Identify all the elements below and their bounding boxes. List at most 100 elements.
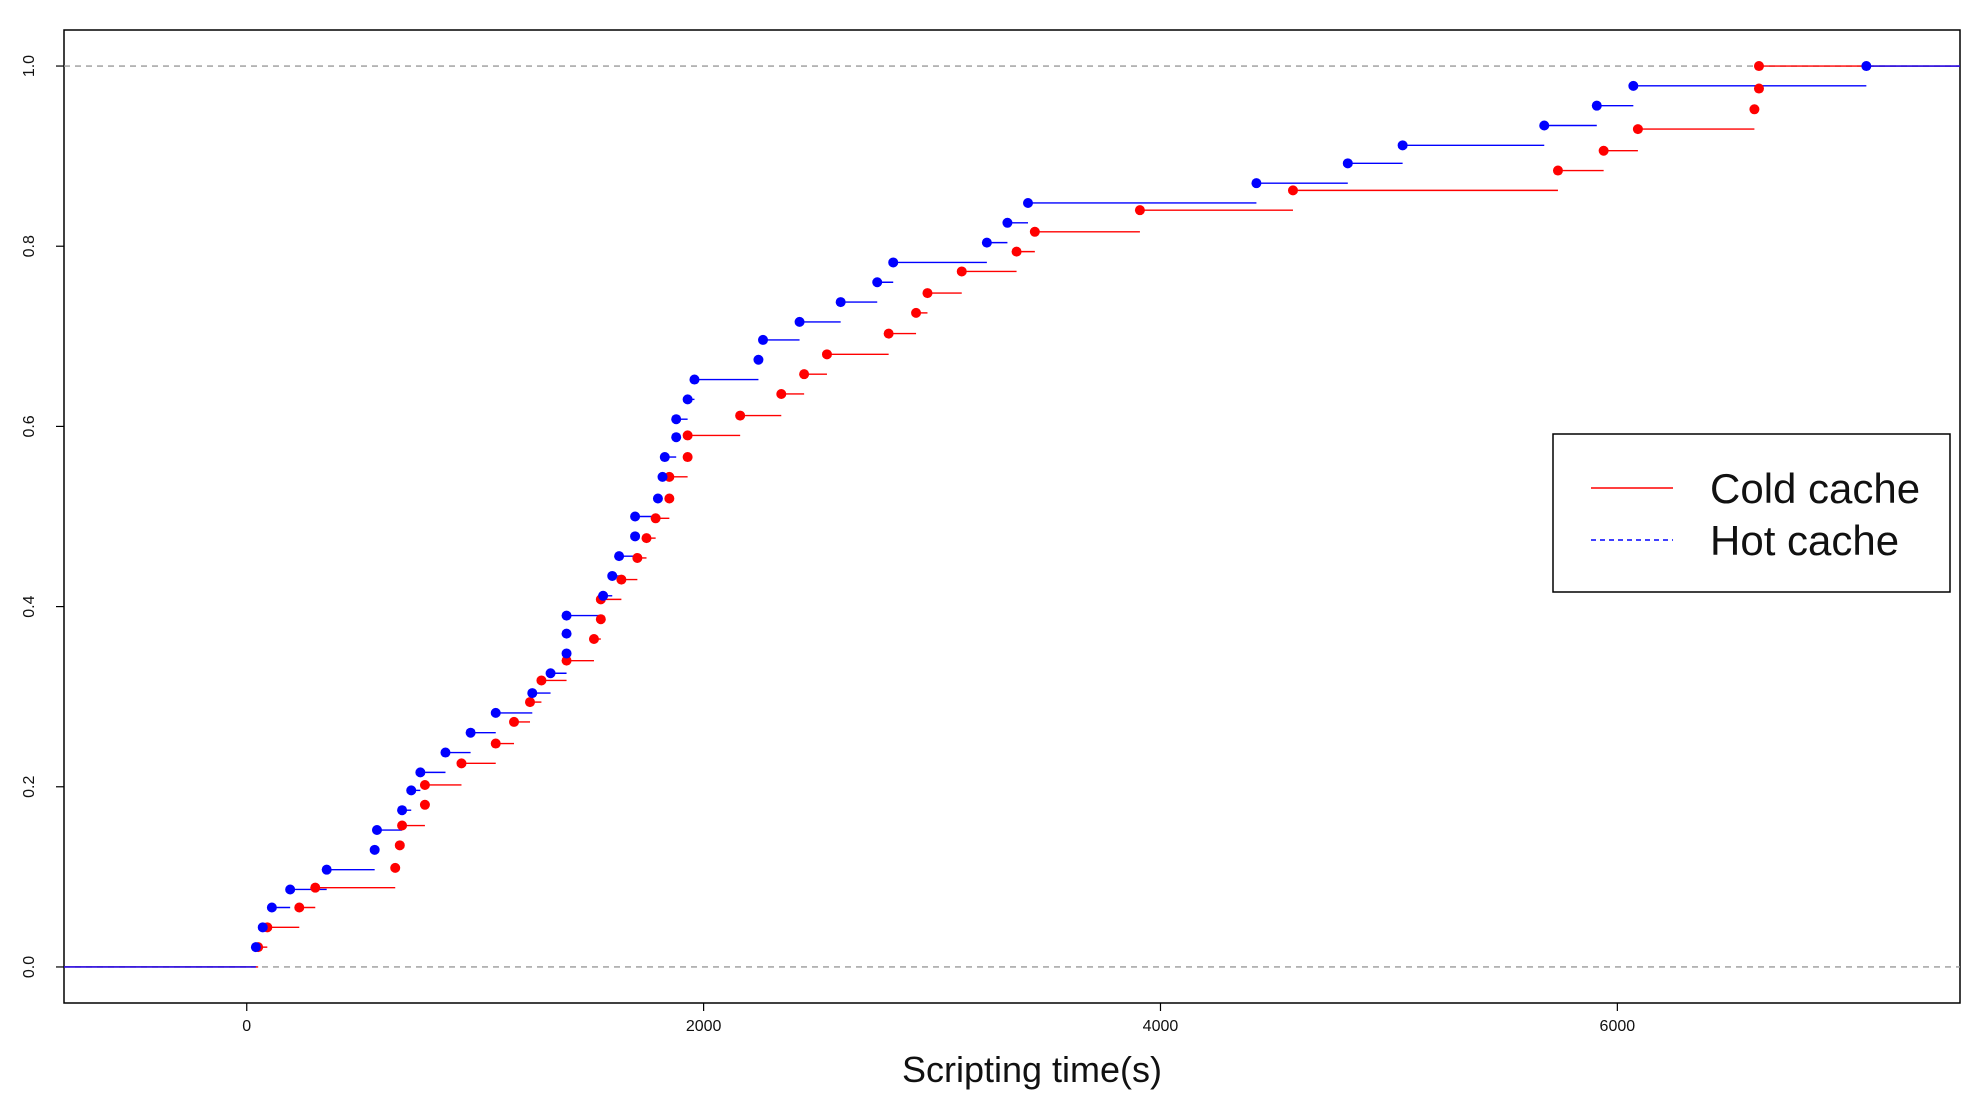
data-point [1397, 140, 1408, 151]
data-point [883, 328, 894, 339]
data-point [371, 825, 382, 836]
data-point [1753, 83, 1764, 94]
data-point [588, 634, 599, 645]
data-point [753, 354, 764, 365]
data-point [1002, 217, 1013, 228]
data-point [659, 452, 670, 463]
plot-frame [63, 29, 1961, 1004]
data-point [1552, 165, 1563, 176]
data-point [682, 394, 693, 405]
data-point [536, 675, 547, 686]
data-point [490, 738, 501, 749]
data-point [419, 779, 430, 790]
data-point [632, 552, 643, 563]
data-point [641, 533, 652, 544]
data-point [561, 628, 572, 639]
data-point [1628, 80, 1639, 91]
data-point [794, 316, 805, 327]
data-point [735, 410, 746, 421]
data-point [799, 369, 810, 380]
data-point [250, 942, 261, 953]
data-point [922, 288, 933, 299]
data-point [835, 297, 846, 308]
y-tick-label: 1.0 [21, 55, 38, 77]
data-point [321, 864, 332, 875]
data-point [257, 922, 268, 933]
data-point [650, 513, 661, 524]
data-point [682, 452, 693, 463]
data-point [671, 432, 682, 443]
data-point [406, 785, 417, 796]
data-point [456, 758, 467, 769]
data-point [561, 648, 572, 659]
data-point [509, 716, 520, 727]
data-point [1022, 197, 1033, 208]
x-tick-label: 6000 [1600, 1018, 1636, 1035]
data-point [821, 349, 832, 360]
data-point [595, 614, 606, 625]
data-point [1011, 246, 1022, 257]
data-point [294, 902, 305, 913]
data-point [671, 414, 682, 425]
data-point [956, 266, 967, 277]
data-point [369, 844, 380, 855]
data-point [689, 374, 700, 385]
data-point [776, 388, 787, 399]
data-point [758, 334, 769, 345]
data-point [872, 277, 883, 288]
data-point [1134, 205, 1145, 216]
y-tick-label: 0.0 [21, 956, 38, 978]
data-point [652, 493, 663, 504]
legend-label: Cold cache [1710, 465, 1920, 512]
y-tick-label: 0.8 [21, 235, 38, 257]
data-point [394, 840, 405, 851]
data-point [1632, 124, 1643, 135]
data-point [1287, 185, 1298, 196]
data-point [630, 511, 641, 522]
data-point [911, 307, 922, 318]
data-point [561, 655, 572, 666]
data-point [545, 668, 556, 679]
data-point [390, 862, 401, 873]
x-tick-label: 2000 [686, 1018, 722, 1035]
data-point [1598, 145, 1609, 156]
data-point [1539, 120, 1550, 131]
data-point [630, 531, 641, 542]
x-tick-label: 0 [242, 1018, 251, 1035]
x-axis-title: Scripting time(s) [902, 1049, 1162, 1090]
data-point [1749, 104, 1760, 115]
data-point [285, 884, 296, 895]
data-point [614, 551, 625, 562]
data-point [525, 697, 536, 708]
y-tick-label: 0.2 [21, 776, 38, 798]
data-point [440, 747, 451, 758]
data-point [561, 610, 572, 621]
data-point [465, 727, 476, 738]
y-tick-label: 0.6 [21, 415, 38, 437]
data-point [397, 820, 408, 831]
data-point [1251, 178, 1262, 189]
data-point [981, 237, 992, 248]
data-point [1591, 100, 1602, 111]
data-point [1861, 61, 1872, 72]
data-point [682, 430, 693, 441]
legend-box [1552, 433, 1951, 593]
y-tick-label: 0.4 [21, 595, 38, 617]
data-point [310, 882, 321, 893]
data-point [397, 805, 408, 816]
data-point [607, 570, 618, 581]
data-point [1753, 61, 1764, 72]
data-point [1029, 226, 1040, 237]
data-point [664, 493, 675, 504]
data-point [664, 471, 675, 482]
data-point [527, 688, 538, 699]
data-point [598, 590, 609, 601]
data-point [419, 799, 430, 810]
data-point [266, 902, 277, 913]
legend-label: Hot cache [1710, 517, 1899, 564]
data-point [490, 707, 501, 718]
data-point [1342, 158, 1353, 169]
data-point [888, 257, 899, 268]
